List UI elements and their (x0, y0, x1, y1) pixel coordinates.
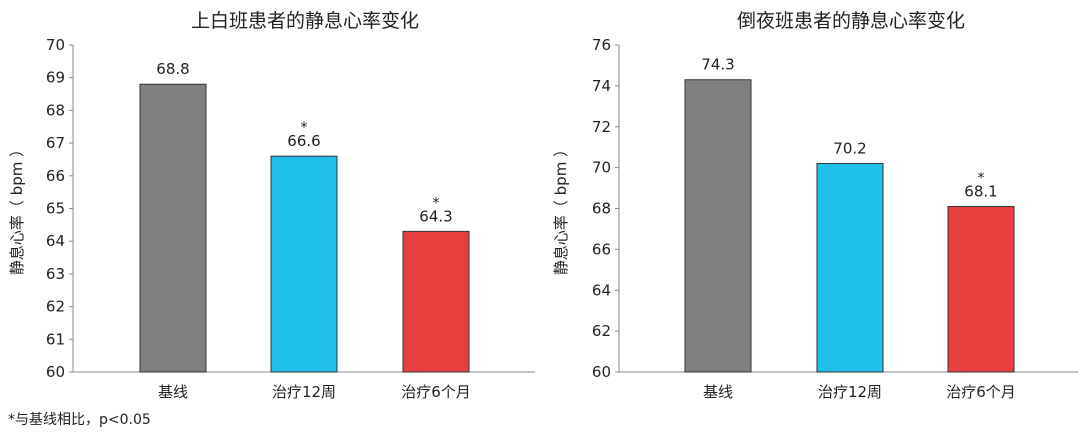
chart2-bar-3 (947, 205, 1015, 373)
chart2-data-label-2: 70.2 (833, 140, 866, 158)
chart2-data-label-1: 74.3 (701, 56, 734, 74)
chart2-y-tick-label: 60 (592, 363, 611, 381)
chart1-y-tick-label: 68 (46, 101, 65, 119)
chart1-y-tick-label: 62 (46, 298, 65, 316)
chart1-y-tick-label: 61 (46, 330, 65, 348)
chart1-x-tick-label-1: 基线 (158, 383, 188, 401)
chart1-x-tick-label-2: 治疗12周 (272, 383, 336, 401)
chart2-x-tick-label-1: 基线 (703, 383, 733, 401)
chart1-significance-mark-2: * (301, 120, 308, 136)
chart2-y-tick-label: 66 (592, 240, 611, 258)
chart1-y-tick-label: 66 (46, 167, 65, 185)
chart1-bar-3 (402, 230, 470, 373)
chart2-y-axis-label: 静息心率（ bpm ） (552, 142, 570, 275)
chart1-y-tick-label: 63 (46, 265, 65, 283)
chart2-title: 倒夜班患者的静息心率变化 (737, 10, 965, 32)
footnote: *与基线相比，p<0.05 (8, 412, 151, 428)
chart2-y-tick-label: 70 (592, 159, 611, 177)
chart1-data-label-3: 64.3 (419, 207, 452, 225)
chart2-y-tick-label: 76 (592, 36, 611, 54)
chart1-y-tick-label: 64 (46, 232, 65, 250)
chart1-data-label-2: 66.6 (287, 132, 320, 150)
chart1-significance-mark-3: * (433, 195, 440, 211)
chart1-y-tick-label: 65 (46, 200, 65, 218)
chart1-y-axis-label: 静息心率（ bpm ） (8, 142, 26, 275)
chart2-bar-1 (684, 79, 752, 373)
chart1-y-tick-label: 60 (46, 363, 65, 381)
chart2-y-tick-label: 62 (592, 322, 611, 340)
chart2-bar-2 (816, 163, 884, 373)
chart2-significance-mark-3: * (978, 170, 985, 186)
chart1-data-label-1: 68.8 (156, 60, 189, 78)
chart1-y-tick-label: 67 (46, 134, 65, 152)
chart1-x-tick-label-3: 治疗6个月 (401, 383, 471, 401)
chart2-y-tick-label: 72 (592, 118, 611, 136)
chart2-x-tick-label-2: 治疗12周 (818, 383, 882, 401)
chart1-bar-2 (270, 155, 338, 373)
chart2-x-tick-label-3: 治疗6个月 (946, 383, 1016, 401)
chart1-title: 上白班患者的静息心率变化 (191, 10, 419, 32)
chart1-y-tick-label: 69 (46, 69, 65, 87)
chart1-bar-1 (139, 83, 207, 373)
chart2-y-tick-label: 68 (592, 200, 611, 218)
chart2-y-tick-label: 64 (592, 281, 611, 299)
chart2-data-label-3: 68.1 (964, 182, 997, 200)
chart1-y-tick-label: 70 (46, 36, 65, 54)
chart2-y-tick-label: 74 (592, 77, 611, 95)
